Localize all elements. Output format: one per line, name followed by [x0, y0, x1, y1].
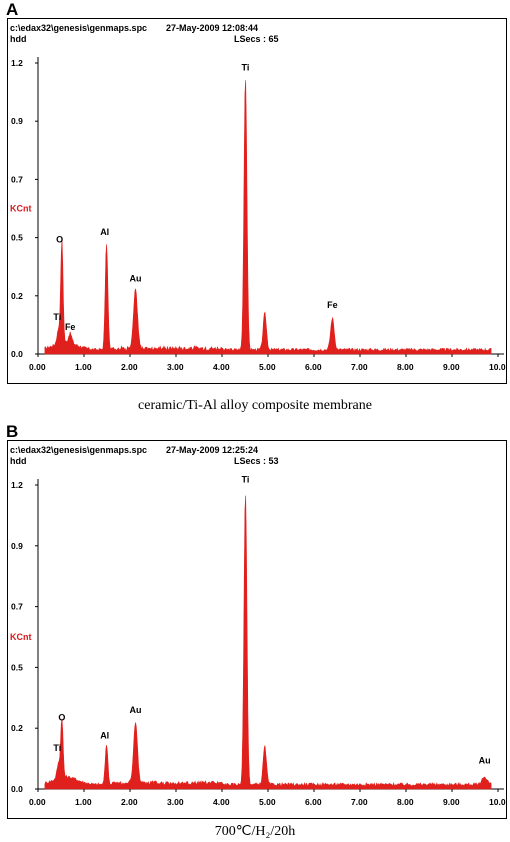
peak-label-au: Au	[130, 273, 142, 283]
peak-label-ti: Ti	[53, 743, 61, 753]
spectrum-panel-b: c:\edax32\genesis\genmaps.spc 27-May-2009…	[7, 440, 507, 819]
file-path: c:\edax32\genesis\genmaps.spc	[10, 445, 147, 455]
x-tick-label: 10.0	[489, 797, 506, 807]
y-tick-label: 0.2	[11, 291, 23, 301]
y-tick-label: 0.5	[11, 233, 23, 243]
x-tick-label: 9.00	[443, 362, 460, 372]
x-tick-label: 7.00	[351, 797, 368, 807]
peak-label-ti: Ti	[242, 62, 250, 72]
y-tick-label: 0.9	[11, 116, 23, 126]
y-tick-label: 0.0	[11, 784, 23, 794]
caption-b: 700℃/H₂/20h	[214, 824, 296, 839]
peak-label-al: Al	[100, 730, 109, 740]
y-axis-label: KCnt	[10, 632, 32, 642]
x-tick-label: 4.00	[213, 797, 230, 807]
peak-label-ti: Ti	[53, 312, 61, 322]
y-tick-label: 0.5	[11, 662, 23, 672]
peak-label-al: Al	[100, 227, 109, 237]
x-tick-label: 3.00	[167, 362, 184, 372]
x-tick-label: 3.00	[167, 797, 184, 807]
y-tick-label: 1.2	[11, 58, 23, 68]
y-tick-label: 0.0	[11, 349, 23, 359]
detector-label: hdd	[10, 456, 27, 466]
x-tick-label: 2.00	[121, 797, 138, 807]
x-tick-label: 4.00	[213, 362, 230, 372]
x-tick-label: 5.00	[259, 362, 276, 372]
eds-spectrum-chart-b: c:\edax32\genesis\genmaps.spc 27-May-2009…	[10, 445, 506, 807]
caption-a: ceramic/Ti-Al alloy composite membrane	[138, 398, 372, 413]
y-tick-label: 0.7	[11, 602, 23, 612]
panel-letter-b: B	[6, 422, 19, 441]
x-tick-label: 8.00	[397, 362, 414, 372]
x-tick-label: 10.0	[489, 362, 506, 372]
x-tick-label: 7.00	[351, 362, 368, 372]
peak-label-o: O	[56, 234, 63, 244]
peak-label-o: O	[58, 713, 65, 723]
acquisition-datetime: 27-May-2009 12:25:24	[166, 445, 258, 455]
file-path: c:\edax32\genesis\genmaps.spc	[10, 23, 147, 33]
y-tick-label: 0.9	[11, 541, 23, 551]
y-tick-label: 1.2	[11, 480, 23, 490]
y-axis-label: KCnt	[10, 204, 32, 214]
lsecs-label: LSecs : 53	[234, 456, 279, 466]
eds-spectrum-chart-a: c:\edax32\genesis\genmaps.spc 27-May-2009…	[10, 23, 506, 372]
spectrum-area	[44, 495, 492, 790]
y-tick-label: 0.7	[11, 174, 23, 184]
y-tick-label: 0.2	[11, 723, 23, 733]
panel-letter-a: A	[6, 0, 19, 19]
peak-label-fe: Fe	[327, 300, 338, 310]
x-tick-label: 1.00	[75, 362, 92, 372]
x-tick-label: 6.00	[305, 797, 322, 807]
lsecs-label: LSecs : 65	[234, 34, 279, 44]
x-tick-label: 5.00	[259, 797, 276, 807]
acquisition-datetime: 27-May-2009 12:08:44	[166, 23, 258, 33]
peak-label-au: Au	[130, 705, 142, 715]
peak-label-ti: Ti	[242, 474, 250, 484]
x-tick-label: 2.00	[121, 362, 138, 372]
x-tick-label: 0.00	[29, 797, 46, 807]
spectrum-panel-a: c:\edax32\genesis\genmaps.spc 27-May-2009…	[7, 18, 507, 384]
peak-label-au: Au	[479, 756, 491, 766]
spectrum-area	[44, 80, 492, 355]
x-tick-label: 8.00	[397, 797, 414, 807]
x-tick-label: 6.00	[305, 362, 322, 372]
peak-label-fe: Fe	[65, 322, 76, 332]
x-tick-label: 9.00	[443, 797, 460, 807]
x-tick-label: 0.00	[29, 362, 46, 372]
x-tick-label: 1.00	[75, 797, 92, 807]
detector-label: hdd	[10, 34, 27, 44]
